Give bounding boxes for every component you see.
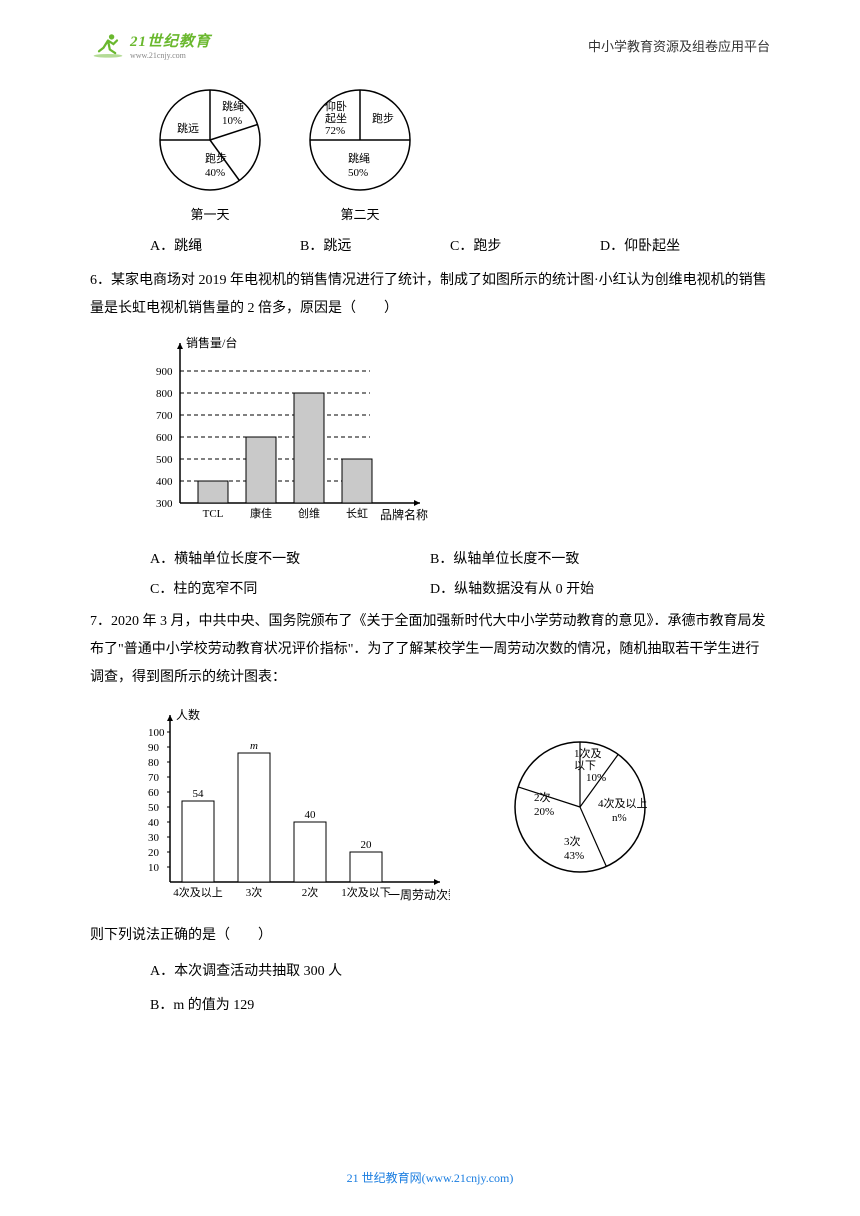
slice-label: 跳远 xyxy=(177,121,199,135)
logo: 21世纪教育 www.21cnjy.com xyxy=(90,30,211,60)
pie-caption: 第二天 xyxy=(340,204,379,223)
slice-pct: 72% xyxy=(325,125,345,137)
slice-label: 跑步 xyxy=(205,151,227,165)
q7-text: 7．2020 年 3 月，中共中央、国务院颁布了《关于全面加强新时代大中小学劳动… xyxy=(90,608,770,692)
q7-charts: 10 20 30 40 50 60 70 80 90 100 54 4次及以上 m 3次 40 2次 20 1次… xyxy=(130,707,770,907)
slice-label: 3次 xyxy=(564,834,581,848)
y-axis-label: 销售量/台 xyxy=(186,335,237,350)
option-d: D．纵轴数据没有从 0 开始 xyxy=(430,578,710,598)
option-b: B．m 的值为 129 xyxy=(150,992,770,1020)
svg-text:80: 80 xyxy=(148,757,160,769)
option-a: A．横轴单位长度不一致 xyxy=(150,548,430,568)
svg-text:TCL: TCL xyxy=(203,508,224,520)
svg-text:900: 900 xyxy=(156,366,173,378)
svg-text:20: 20 xyxy=(361,839,373,851)
svg-text:2次: 2次 xyxy=(302,885,319,899)
svg-text:40: 40 xyxy=(305,809,317,821)
slice-label: 起坐 xyxy=(325,112,347,125)
svg-text:20: 20 xyxy=(148,847,160,859)
svg-text:700: 700 xyxy=(156,410,173,422)
slice-label: 1次及 xyxy=(574,746,602,760)
option-a: A．本次调查活动共抽取 300 人 xyxy=(150,958,770,986)
svg-text:800: 800 xyxy=(156,388,173,400)
q7-piechart: 1次及 以下 10% 4次及以上 n% 3次 43% 2次 20% xyxy=(500,727,660,887)
q7-below: 则下列说法正确的是（ ） xyxy=(90,922,770,950)
slice-pct: 50% xyxy=(348,167,368,179)
logo-text: 21世纪教育 www.21cnjy.com xyxy=(130,30,211,60)
q5-options: A．跳绳 B．跳远 C．跑步 D．仰卧起坐 xyxy=(150,235,770,255)
slice-label: 以下 xyxy=(574,760,596,772)
q6-text: 6．某家电商场对 2019 年电视机的销售情况进行了统计，制成了如图所示的统计图… xyxy=(90,267,770,323)
logo-url: www.21cnjy.com xyxy=(130,51,211,60)
pie-day2: 仰卧 起坐 72% 跑步 跳绳 50% 第二天 xyxy=(300,80,420,223)
svg-text:长虹: 长虹 xyxy=(346,507,368,520)
option-b: B．跳远 xyxy=(300,235,450,255)
x-axis-label: 品牌名称 xyxy=(380,507,428,522)
pie-chart-day2: 仰卧 起坐 72% 跑步 跳绳 50% xyxy=(300,80,420,200)
slice-pct: 40% xyxy=(205,167,225,179)
slice-pct: 10% xyxy=(222,115,242,127)
svg-text:54: 54 xyxy=(193,788,205,800)
svg-text:50: 50 xyxy=(148,802,160,814)
svg-text:400: 400 xyxy=(156,476,173,488)
svg-text:300: 300 xyxy=(156,498,173,510)
svg-text:100: 100 xyxy=(148,727,165,739)
logo-main: 21世纪教育 xyxy=(130,30,211,51)
header-title: 中小学教育资源及组卷应用平台 xyxy=(588,36,770,55)
slice-label: 仰卧 xyxy=(325,99,347,113)
svg-text:1次及以下: 1次及以下 xyxy=(341,885,391,899)
pie-caption: 第一天 xyxy=(190,204,229,223)
pie-day1: 跳远 跳绳 10% 跑步 40% 第一天 xyxy=(150,80,270,223)
slice-pct: 20% xyxy=(534,806,554,818)
svg-text:康佳: 康佳 xyxy=(250,506,272,520)
page-footer: 21 世纪教育网(www.21cnjy.com) xyxy=(0,1169,860,1186)
slice-label: 跑步 xyxy=(372,111,394,125)
option-d: D．仰卧起坐 xyxy=(600,235,750,255)
q6-options: A．横轴单位长度不一致 B．纵轴单位长度不一致 C．柱的宽窄不同 D．纵轴数据没… xyxy=(150,548,770,598)
option-a: A．跳绳 xyxy=(150,235,300,255)
svg-text:90: 90 xyxy=(148,742,160,754)
slice-label: 4次及以上 xyxy=(598,796,648,810)
logo-runner-icon xyxy=(90,31,126,59)
svg-text:4次及以上: 4次及以上 xyxy=(173,885,223,899)
option-b: B．纵轴单位长度不一致 xyxy=(430,548,710,568)
x-axis-label: 一周劳动次数 xyxy=(388,887,450,902)
y-axis-label: 人数 xyxy=(176,707,200,722)
slice-label: 2次 xyxy=(534,790,551,804)
svg-text:600: 600 xyxy=(156,432,173,444)
svg-text:创维: 创维 xyxy=(298,507,320,520)
slice-label: 跳绳 xyxy=(222,99,244,113)
svg-text:70: 70 xyxy=(148,772,160,784)
slice-pct: n% xyxy=(612,812,627,824)
pie-chart-day1: 跳远 跳绳 10% 跑步 40% xyxy=(150,80,270,200)
page-header: 21世纪教育 www.21cnjy.com 中小学教育资源及组卷应用平台 xyxy=(90,30,770,60)
svg-text:10: 10 xyxy=(148,862,160,874)
slice-label: 跳绳 xyxy=(348,151,370,165)
svg-text:30: 30 xyxy=(148,832,160,844)
svg-text:500: 500 xyxy=(156,454,173,466)
q6-barchart: 300 400 500 600 700 800 900 TCL 康佳 创维 长虹 销售量/台 品牌… xyxy=(140,333,770,538)
slice-pct: 10% xyxy=(586,772,606,784)
slice-pct: 43% xyxy=(564,850,584,862)
option-c: C．跑步 xyxy=(450,235,600,255)
svg-text:3次: 3次 xyxy=(246,885,263,899)
svg-text:40: 40 xyxy=(148,817,160,829)
pie-charts-row: 跳远 跳绳 10% 跑步 40% 第一天 仰卧 起坐 72% 跑步 跳绳 50%… xyxy=(150,80,770,223)
q7-barchart: 10 20 30 40 50 60 70 80 90 100 54 4次及以上 m 3次 40 2次 20 1次… xyxy=(130,707,450,907)
svg-text:60: 60 xyxy=(148,787,160,799)
option-c: C．柱的宽窄不同 xyxy=(150,578,430,598)
svg-text:m: m xyxy=(250,740,258,752)
